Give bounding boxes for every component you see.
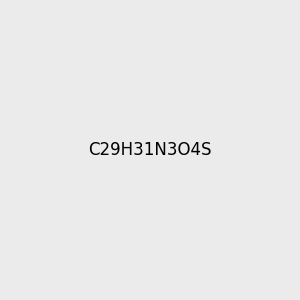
Text: C29H31N3O4S: C29H31N3O4S [88, 141, 212, 159]
